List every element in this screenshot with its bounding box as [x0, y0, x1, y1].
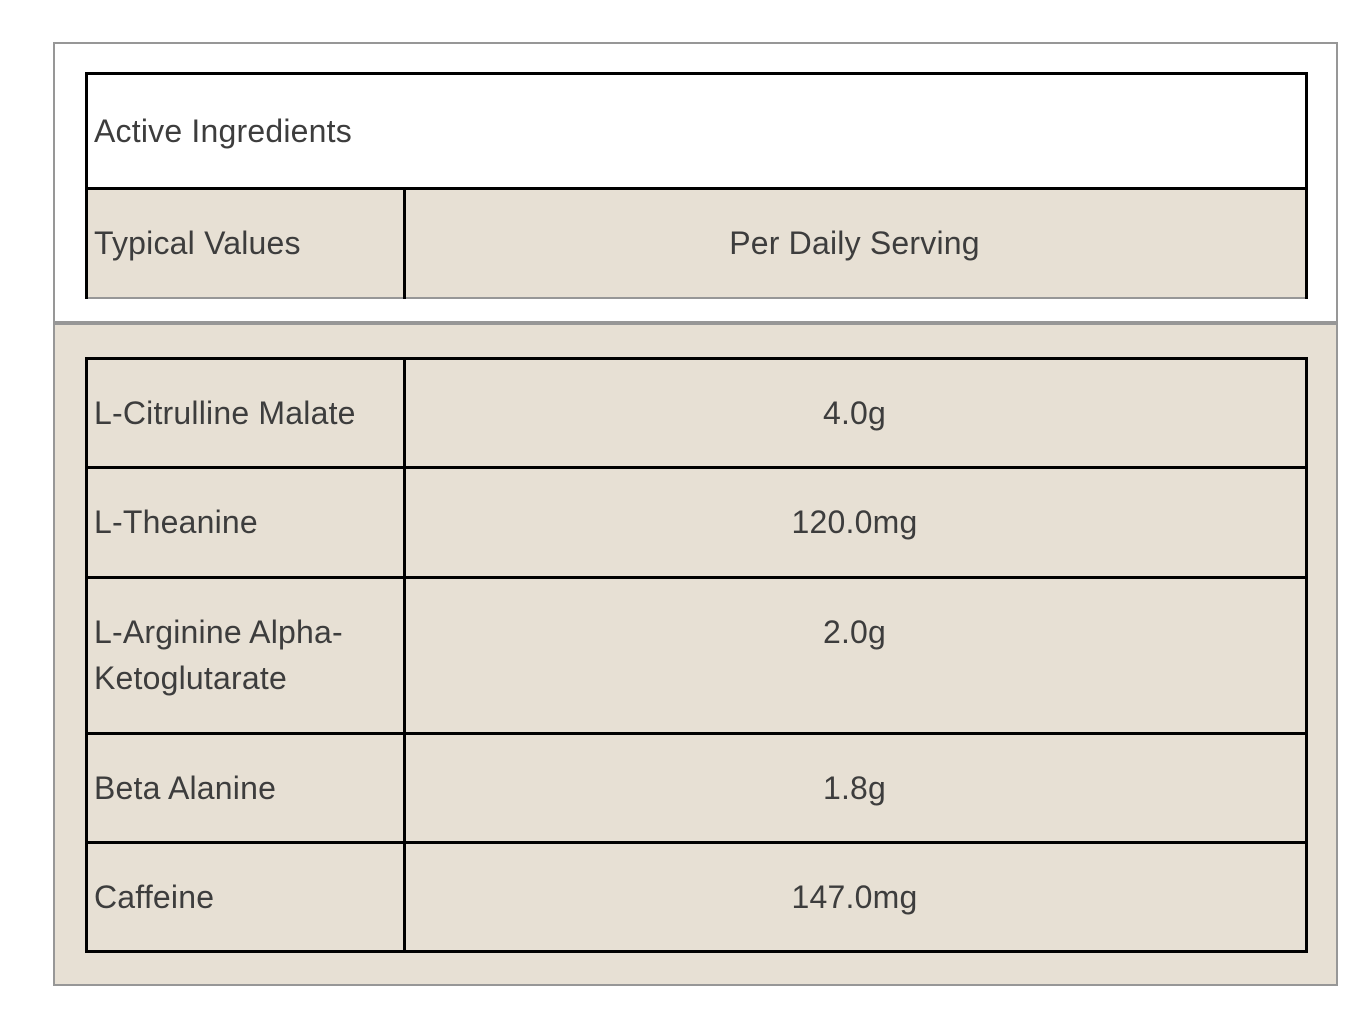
ingredient-name: L-Arginine Alpha-Ketoglutarate — [85, 575, 406, 735]
ingredients-table: L-Citrulline Malate 4.0g L-Theanine 120.0mg… — [85, 356, 1308, 954]
ingredient-amount: 147.0mg — [403, 840, 1308, 954]
header-title-row: Active Ingredients — [85, 71, 1308, 191]
ingredient-amount: 1.8g — [403, 731, 1308, 844]
header-columns-row: Typical Values Per Daily Serving — [85, 187, 1308, 299]
ingredient-amount: 120.0mg — [403, 466, 1308, 579]
ingredient-amount: 4.0g — [403, 356, 1308, 470]
active-ingredients-header-table: Active Ingredients Typical Values Per Da… — [85, 71, 1308, 299]
column-header-per-daily-serving: Per Daily Serving — [403, 187, 1308, 299]
table-title: Active Ingredients — [85, 71, 1308, 191]
ingredient-row: L-Arginine Alpha-Ketoglutarate 2.0g — [85, 575, 1308, 735]
active-ingredients-header-card: Active Ingredients Typical Values Per Da… — [53, 42, 1338, 323]
ingredients-card: L-Citrulline Malate 4.0g L-Theanine 120.0mg… — [53, 323, 1338, 986]
ingredient-row: L-Theanine 120.0mg — [85, 466, 1308, 579]
column-header-typical-values: Typical Values — [85, 187, 406, 299]
ingredient-name: Caffeine — [85, 840, 406, 954]
ingredient-row: Beta Alanine 1.8g — [85, 731, 1308, 844]
ingredient-name: L-Theanine — [85, 466, 406, 579]
ingredient-row: L-Citrulline Malate 4.0g — [85, 356, 1308, 470]
ingredient-name: Beta Alanine — [85, 731, 406, 844]
ingredient-row: Caffeine 147.0mg — [85, 840, 1308, 954]
ingredient-name: L-Citrulline Malate — [85, 356, 406, 470]
ingredient-amount: 2.0g — [403, 575, 1308, 735]
ingredients-table-body: L-Citrulline Malate 4.0g L-Theanine 120.0mg… — [85, 356, 1308, 954]
